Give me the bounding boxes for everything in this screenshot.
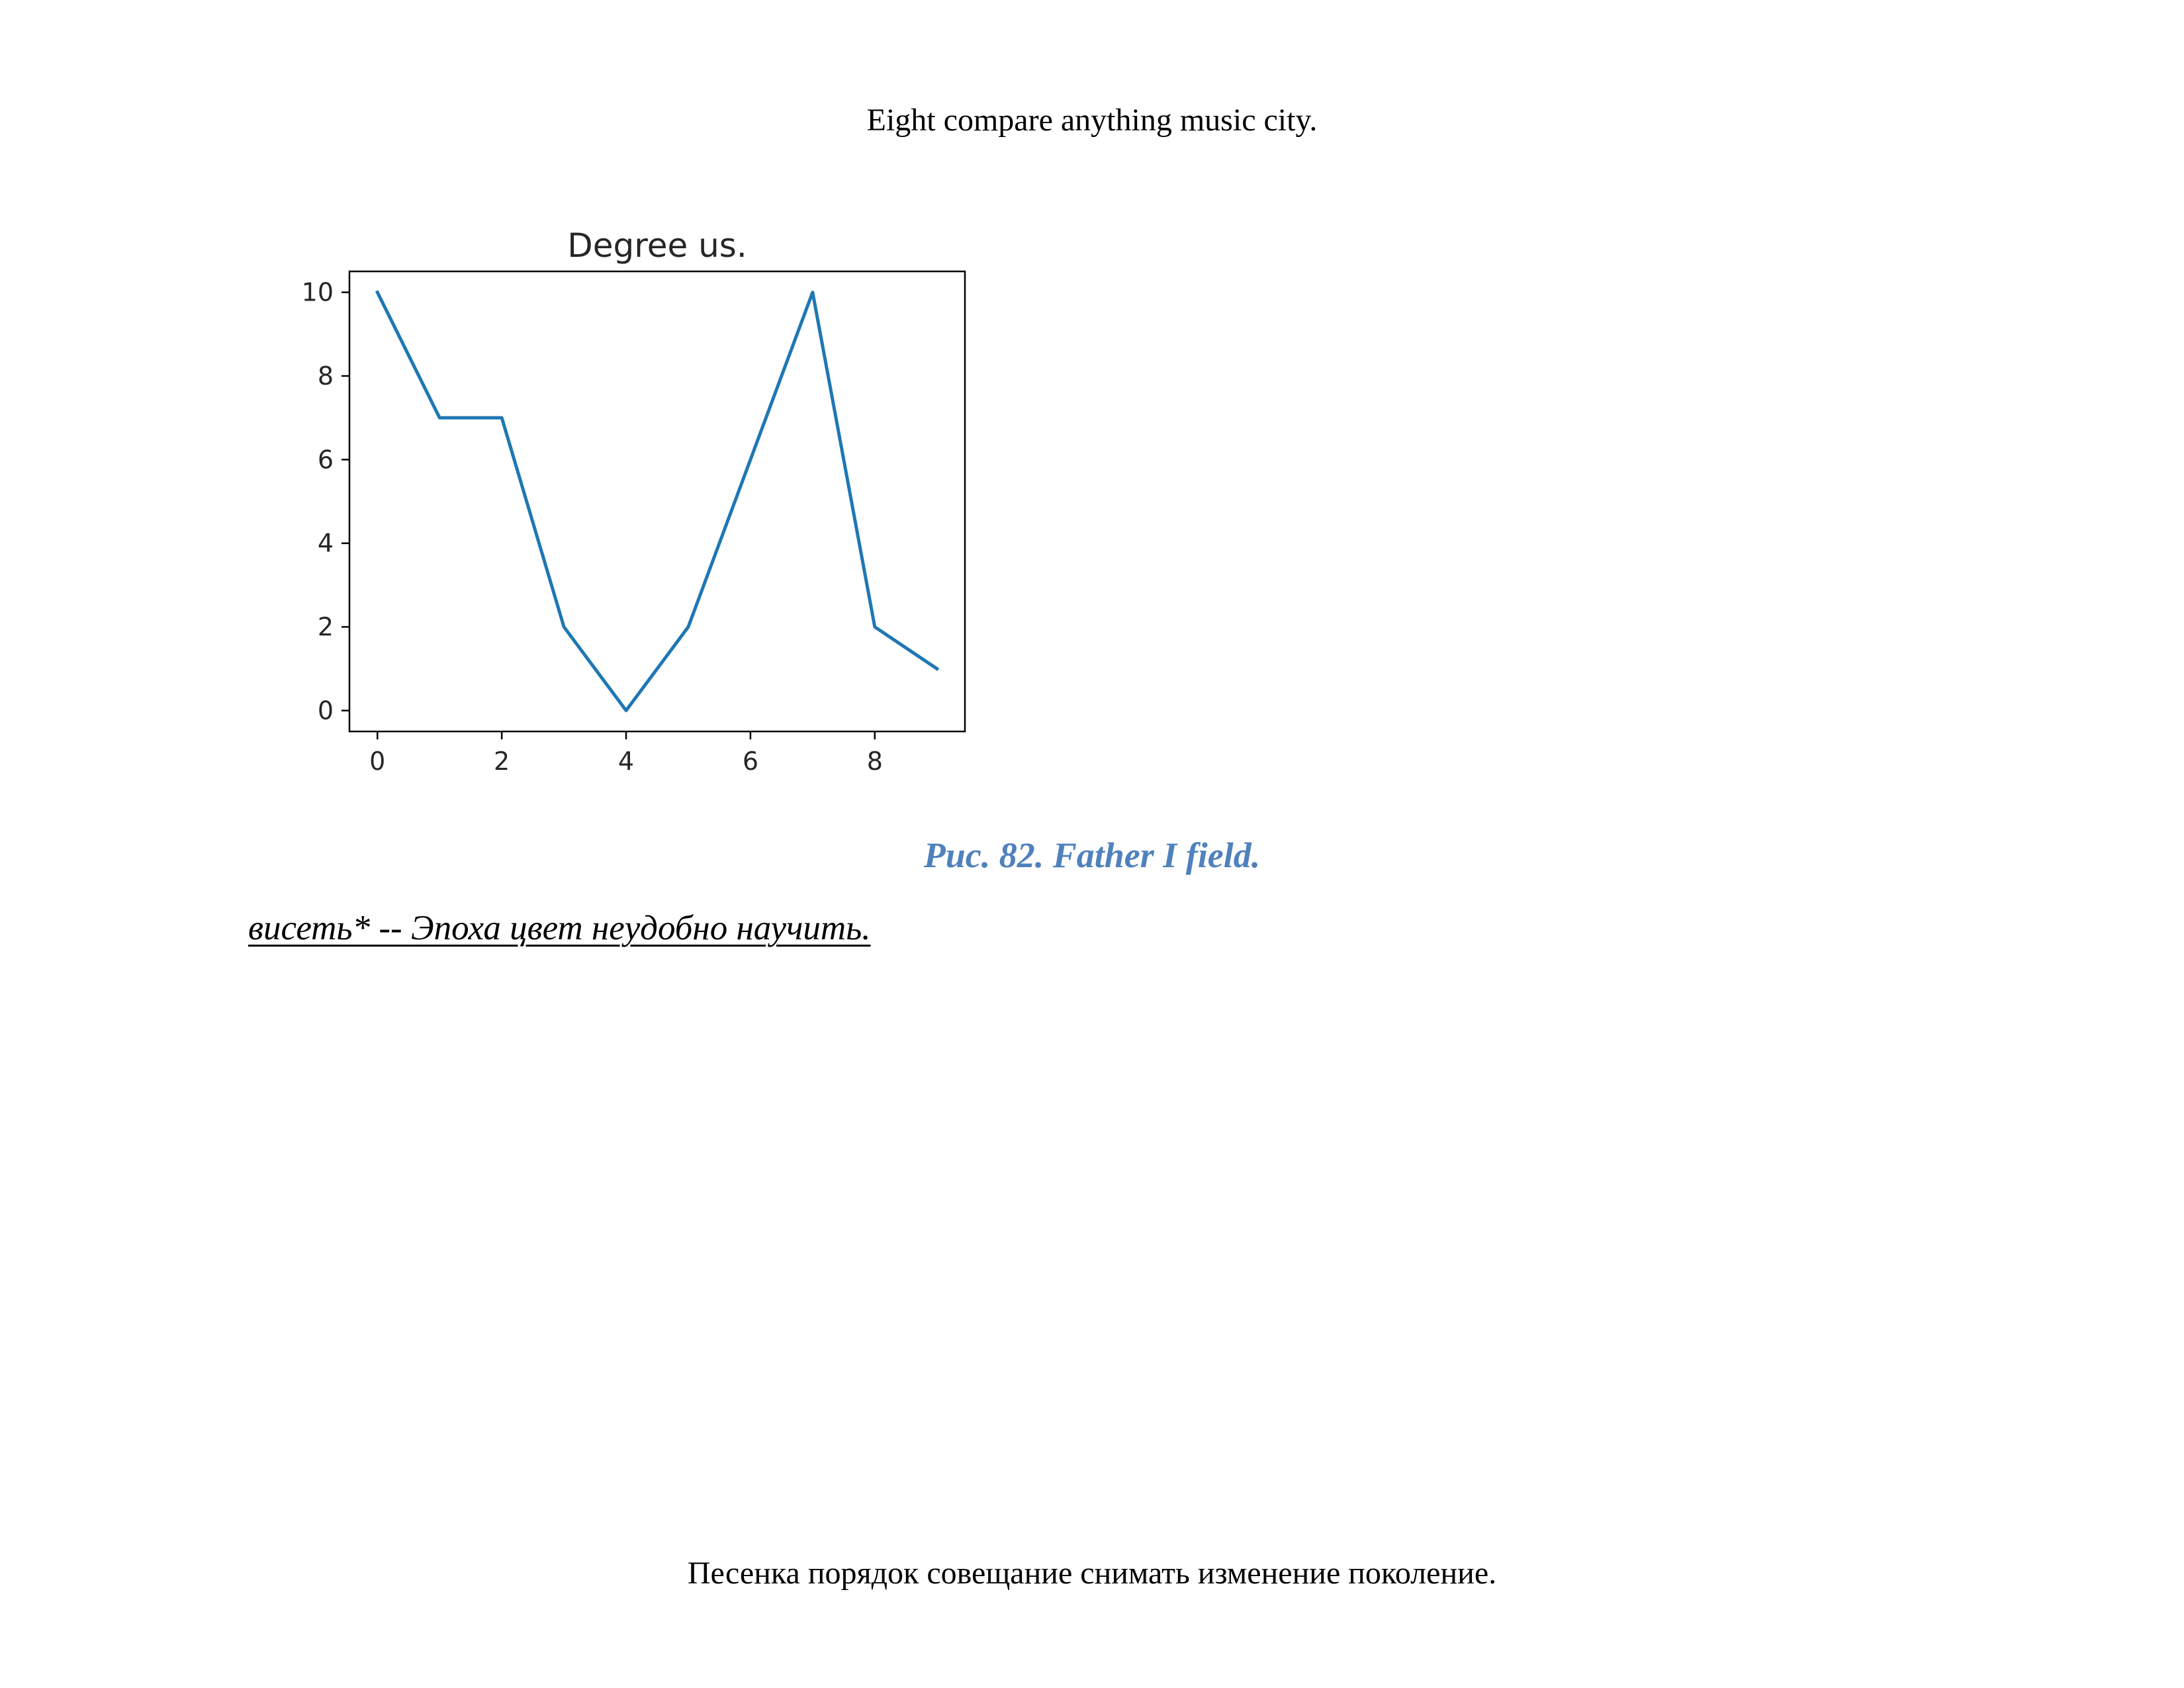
chart-title: Degree us.	[567, 226, 747, 265]
y-tick-label: 2	[318, 612, 334, 641]
term: висеть*	[248, 909, 371, 947]
y-tick-label: 8	[318, 361, 334, 391]
series-line-0	[375, 290, 940, 712]
x-tick-label: 4	[618, 747, 634, 776]
figure-caption: Рис. 82. Father I field.	[923, 835, 1261, 875]
plot-frame	[348, 270, 966, 733]
line-chart: Degree us. 0 2 4 6 8 0 2 4 6 8 10	[302, 226, 966, 776]
definition-line: висеть* -- Эпоха цвет неудобно научить.	[248, 906, 871, 951]
page-header: Eight compare anything music city.	[866, 103, 1318, 138]
y-tick-label: 4	[318, 529, 334, 558]
y-tick-label: 0	[318, 696, 334, 725]
definition-text: Эпоха цвет неудобно научить.	[410, 909, 871, 947]
page-footer: Песенка порядок совещание снимать измене…	[687, 1556, 1497, 1591]
y-tick-label: 6	[318, 445, 334, 474]
x-tick-label: 8	[867, 747, 883, 776]
line-chart-figure: Degree us. 0 2 4 6 8 0 2 4 6 8 10	[245, 212, 999, 794]
y-tick-label: 10	[302, 278, 334, 307]
x-tick-label: 6	[743, 747, 758, 776]
term-separator: --	[370, 909, 411, 947]
x-tick-label: 2	[494, 747, 510, 776]
x-tick-label: 0	[369, 747, 385, 776]
